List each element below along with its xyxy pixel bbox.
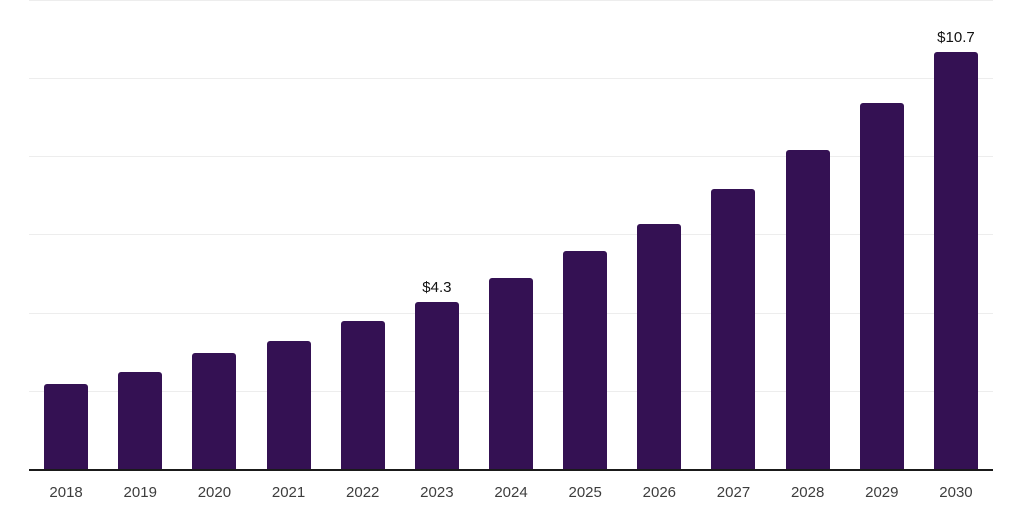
bar-2018 (44, 384, 89, 470)
plot-area: $4.3 $10.7 (29, 0, 993, 471)
x-tick-label-2030: 2030 (939, 484, 973, 501)
bar-band-2029 (845, 0, 919, 470)
gridline-12 (29, 0, 993, 1)
bar-band-2027 (696, 0, 770, 470)
bar-band-2018 (29, 0, 103, 470)
x-tick-label-2024: 2024 (494, 484, 528, 501)
bar-2024 (489, 278, 534, 470)
x-tick-label-2023: 2023 (420, 484, 454, 501)
bar-band-2023: $4.3 (400, 0, 474, 470)
bar-2022 (340, 321, 385, 470)
bars-layer: $4.3 $10.7 (29, 0, 993, 470)
x-tick-label-2019: 2019 (123, 484, 157, 501)
gridline-8 (29, 156, 993, 157)
bar-band-2026 (622, 0, 696, 470)
bar-band-2025 (548, 0, 622, 470)
bar-2029 (859, 103, 904, 470)
x-tick-label-2020: 2020 (197, 484, 232, 501)
x-tick-label-2028: 2028 (790, 484, 825, 501)
x-tick-label-2021: 2021 (271, 484, 306, 501)
bar-2021 (266, 341, 311, 470)
x-axis-line (29, 469, 993, 471)
bar-2027 (711, 189, 756, 470)
bar-band-2019 (103, 0, 177, 470)
x-tick-label-2022: 2022 (346, 484, 380, 501)
bar-2023 (414, 302, 459, 470)
bar-2019 (118, 372, 163, 470)
bar-band-2022 (326, 0, 400, 470)
bar-band-2020 (177, 0, 251, 470)
bar-band-2030: $10.7 (919, 0, 993, 470)
x-axis-labels: 2018 2019 2020 2021 2022 2023 2024 2025 2026 2027… (29, 485, 993, 501)
bar-band-2021 (251, 0, 325, 470)
bar-2030 (933, 52, 978, 470)
bar-band-2024 (474, 0, 548, 470)
bar-value-label-2030: $10.7 (937, 29, 975, 46)
bar-band-2028 (771, 0, 845, 470)
x-tick-label-2029: 2029 (865, 484, 899, 501)
bar-2025 (563, 251, 608, 470)
bar-2020 (192, 353, 237, 470)
gridline-10 (29, 78, 993, 79)
x-tick-label-2025: 2025 (568, 484, 602, 501)
bar-value-label-2023: $4.3 (422, 279, 452, 296)
x-tick-label-2027: 2027 (716, 484, 751, 501)
bar-2028 (785, 150, 830, 470)
gridline-6 (29, 234, 993, 235)
bar-2026 (637, 224, 682, 470)
x-tick-label-2018: 2018 (49, 484, 83, 501)
x-tick-label-2026: 2026 (642, 484, 677, 501)
